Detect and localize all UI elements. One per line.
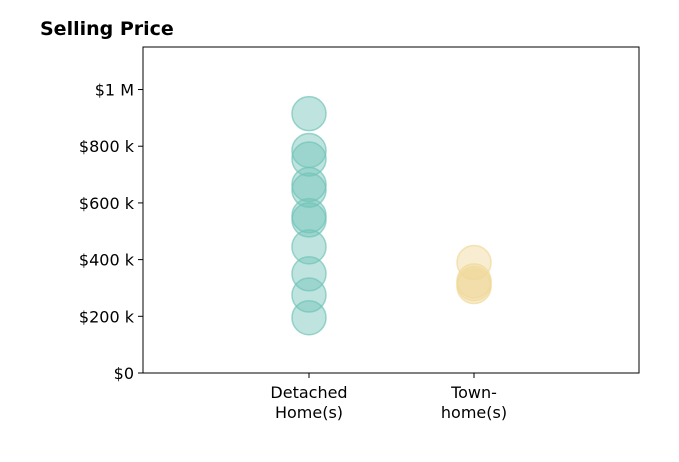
y-axis: $0 $200 k $400 k $600 k $800 k $1 M: [79, 81, 143, 383]
data-point: [291, 172, 327, 208]
y-tick-label: $200 k: [79, 307, 135, 326]
y-tick-label: $600 k: [79, 194, 135, 213]
x-tick-label: home(s): [441, 403, 507, 422]
y-tick-label: $800 k: [79, 137, 135, 156]
x-tick-label: Home(s): [275, 403, 343, 422]
y-tick-label: $0: [114, 364, 134, 383]
plot-frame: [142, 46, 640, 374]
data-point: [291, 229, 327, 265]
data-point: [291, 299, 327, 336]
data-points: [291, 95, 492, 336]
y-tick-label: $400 k: [79, 251, 135, 270]
data-point: [291, 95, 327, 132]
y-tick-label: $1 M: [95, 81, 134, 100]
data-point: [456, 268, 492, 305]
x-tick-label: Detached: [270, 383, 347, 402]
chart-title: Selling Price: [40, 18, 174, 40]
data-point: [291, 256, 327, 292]
data-point: [456, 244, 492, 281]
x-tick-label: Town-: [450, 383, 497, 402]
data-point: [291, 141, 327, 177]
data-point: [291, 202, 327, 238]
